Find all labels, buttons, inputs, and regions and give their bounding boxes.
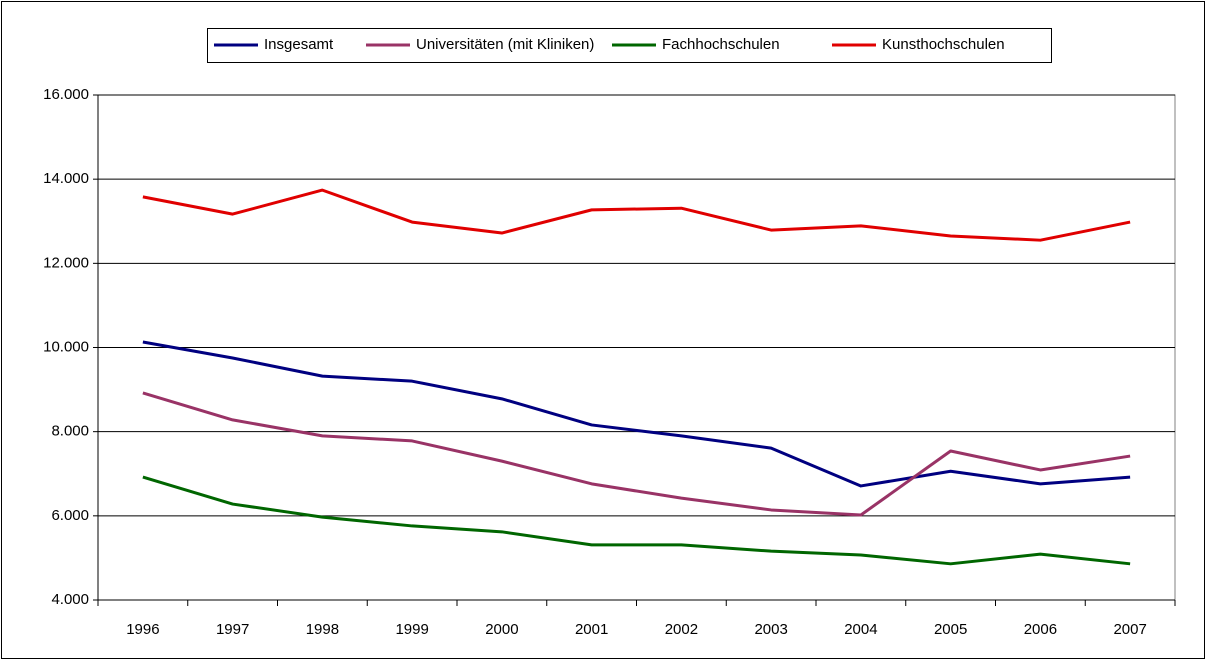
x-tick-label: 2001 [575,621,608,638]
x-tick-label: 2002 [665,621,698,638]
y-tick-label: 10.000 [43,338,89,355]
y-tick-label: 6.000 [51,507,89,524]
y-tick-label: 8.000 [51,423,89,440]
y-tick-label: 4.000 [51,591,89,608]
series-line [142,188,1131,242]
x-tick-label: 2005 [934,621,967,638]
x-tick-label: 2003 [754,621,787,638]
legend-label: Insgesamt [264,36,334,53]
series-line [142,340,1131,488]
y-tick-label: 14.000 [43,170,89,187]
x-tick-label: 1997 [216,621,249,638]
x-tick-label: 2004 [844,621,877,638]
y-tick-label: 12.000 [43,254,89,271]
legend-label: Kunsthochschulen [882,36,1005,53]
legend-label: Universitäten (mit Kliniken) [416,36,594,53]
x-tick-label: 2007 [1113,621,1146,638]
x-tick-label: 1996 [126,621,159,638]
x-tick-label: 2006 [1024,621,1057,638]
x-tick-label: 1998 [306,621,339,638]
legend-label: Fachhochschulen [662,36,780,53]
y-tick-label: 16.000 [43,86,89,103]
series-line [142,391,1131,517]
x-tick-label: 1999 [395,621,428,638]
series-line [142,475,1131,566]
x-tick-label: 2000 [485,621,518,638]
